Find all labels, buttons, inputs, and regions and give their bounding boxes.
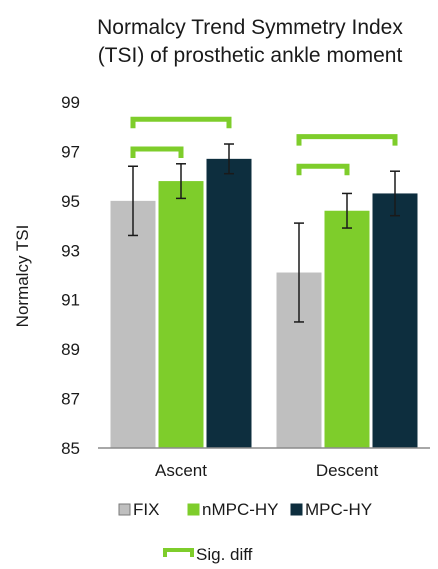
y-tick-label: 87: [61, 390, 80, 409]
plot-area: 85 87 89 91 93 95 97 99 Ascent Descent: [61, 93, 430, 480]
significance-bracket: [130, 146, 184, 158]
bar-mpc-hy: [206, 158, 252, 449]
y-tick-label: 93: [61, 241, 80, 260]
bar-fix: [110, 200, 156, 448]
y-tick-label: 95: [61, 192, 80, 211]
y-tick-label: 85: [61, 439, 80, 458]
legend-label: FIX: [133, 500, 159, 519]
y-tick-label: 89: [61, 340, 80, 359]
significance-bracket: [296, 134, 398, 146]
bar-nmpc-hy: [324, 210, 370, 448]
chart-title-line-2: (TSI) of prosthetic ankle moment: [98, 44, 403, 67]
legend-label: nMPC-HY: [202, 500, 279, 519]
bar-nmpc-hy: [158, 181, 204, 449]
significance-bracket: [130, 116, 232, 129]
legend: FIX nMPC-HY MPC-HY Sig. diff: [118, 500, 372, 564]
legend-swatch-nmpc-hy: [187, 503, 200, 516]
x-category-label: Ascent: [155, 461, 207, 480]
significance-bracket: [296, 163, 350, 176]
x-category-label: Descent: [316, 461, 379, 480]
bar-mpc-hy: [372, 193, 418, 448]
y-tick-label: 97: [61, 142, 80, 161]
legend-sig-label: Sig. diff: [196, 545, 253, 564]
legend-swatch-fix: [118, 503, 131, 516]
y-axis-title: Normalcy TSI: [13, 225, 32, 328]
legend-sig-bracket-icon: [163, 548, 194, 557]
y-tick-label: 99: [61, 93, 80, 112]
legend-swatch-mpc-hy: [290, 503, 303, 516]
legend-label: MPC-HY: [305, 500, 372, 519]
y-tick-label: 91: [61, 291, 80, 310]
chart-title-line-1: Normalcy Trend Symmetry Index: [97, 16, 403, 39]
